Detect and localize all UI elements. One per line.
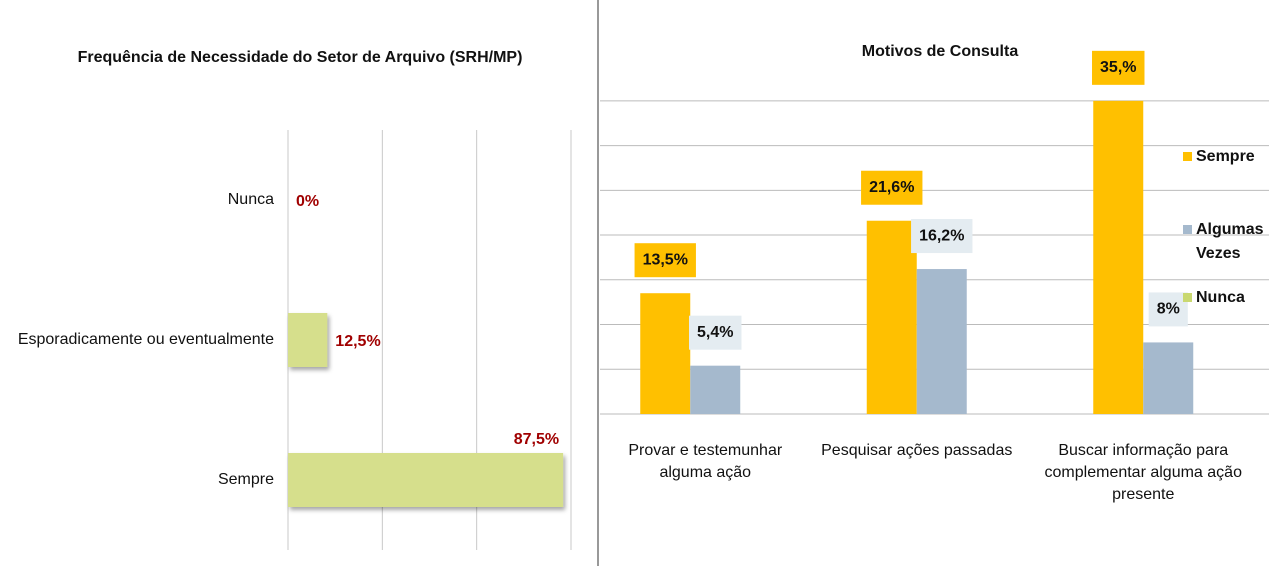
y-tick-label: Nunca <box>228 191 274 208</box>
legend-label: Algumas Vezes <box>1196 221 1264 262</box>
x-tick-label: Buscar informação para complementar algu… <box>1044 442 1242 503</box>
bar <box>690 365 741 414</box>
y-tick-label: Sempre <box>218 471 274 488</box>
value-label: 21,6% <box>869 179 914 196</box>
legend-swatch <box>1183 225 1192 234</box>
bar <box>1093 100 1144 414</box>
legend-label: Sempre <box>1196 148 1255 165</box>
x-tick-label-box: Provar e testemunhar alguma ação <box>628 442 783 481</box>
y-tick-label: Esporadicamente ou eventualmente <box>18 331 274 348</box>
legend-label-box: Nunca <box>1196 289 1245 306</box>
value-label: 5,4% <box>697 324 733 341</box>
value-label-bg <box>1092 50 1145 85</box>
legend-swatch <box>1183 293 1192 302</box>
legend-swatch <box>1183 152 1192 161</box>
bar <box>866 220 917 414</box>
x-tick-label: Provar e testemunhar alguma ação <box>628 442 783 481</box>
value-label: 87,5% <box>514 431 559 448</box>
legend-label-box: Sempre <box>1196 148 1255 165</box>
x-tick-label-box: Buscar informação para complementar algu… <box>1044 442 1242 503</box>
bar <box>288 453 564 507</box>
value-label: 16,2% <box>919 227 964 244</box>
value-label-bg <box>634 243 696 278</box>
chart-title: Motivos de Consulta <box>862 43 1019 60</box>
value-label: 0% <box>296 193 319 210</box>
value-label: 13,5% <box>643 251 688 268</box>
chart-title: Frequência de Necessidade do Setor de Ar… <box>78 49 523 66</box>
legend-label: Nunca <box>1196 289 1245 306</box>
bar <box>1143 342 1194 414</box>
value-label: 12,5% <box>335 333 380 350</box>
bar <box>640 293 691 414</box>
value-label: 35,% <box>1100 59 1136 76</box>
legend-label-box: Algumas Vezes <box>1196 221 1264 262</box>
value-label-bg <box>911 219 973 254</box>
bar <box>288 313 328 367</box>
value-label-bg <box>689 315 742 350</box>
value-label: 8% <box>1157 301 1180 318</box>
value-label-bg <box>861 170 923 205</box>
bar <box>916 269 967 414</box>
x-tick-label: Pesquisar ações passadas <box>821 442 1013 459</box>
value-label-bg <box>1148 292 1188 327</box>
x-tick-label-box: Pesquisar ações passadas <box>821 442 1013 459</box>
